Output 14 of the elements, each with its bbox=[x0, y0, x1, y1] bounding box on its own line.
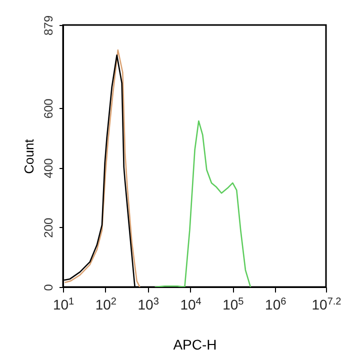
x-tick-label: 10$^{1}$ bbox=[52, 296, 75, 312]
x-tick-label: 10$^{4}$ bbox=[180, 296, 202, 312]
y-tick-label: 600 bbox=[42, 98, 56, 119]
x-tick-label: 10$^{6}$ bbox=[265, 296, 287, 312]
x-tick-label: 10$^{3}$ bbox=[138, 296, 160, 312]
x-tick-label: 10$^{7.2}$ bbox=[312, 296, 342, 312]
y-axis-title: Count bbox=[22, 138, 36, 174]
y-tick-label: 0 bbox=[42, 284, 56, 291]
y-tick-label: 879 bbox=[42, 15, 56, 36]
y-tick-label: 400 bbox=[42, 158, 56, 178]
x-axis-title: APC-H bbox=[173, 336, 217, 350]
x-tick-label: 10$^{2}$ bbox=[95, 296, 117, 312]
y-tick-label: 200 bbox=[42, 218, 56, 238]
x-tick-label: 10$^{5}$ bbox=[222, 296, 244, 312]
